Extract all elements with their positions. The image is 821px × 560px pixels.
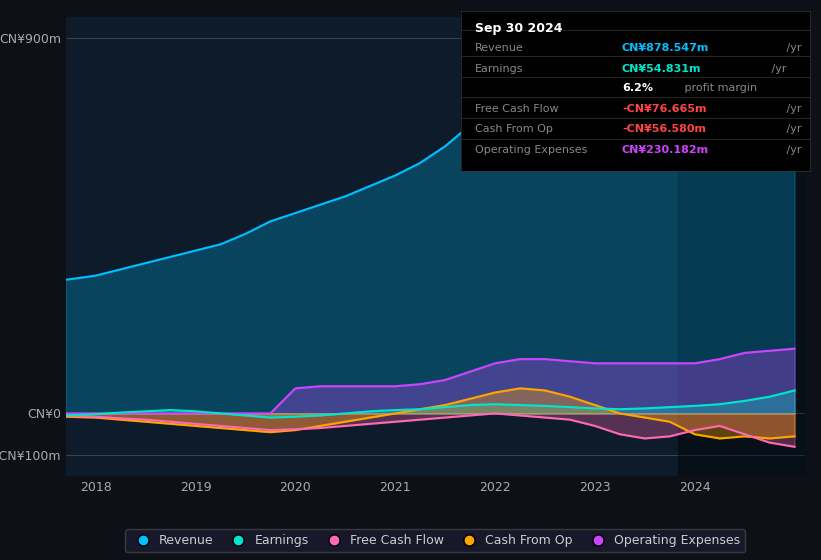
Text: -CN¥76.665m: -CN¥76.665m bbox=[622, 104, 706, 114]
Text: Earnings: Earnings bbox=[475, 64, 524, 74]
Text: 6.2%: 6.2% bbox=[622, 83, 653, 93]
Text: /yr: /yr bbox=[783, 124, 801, 134]
Text: Revenue: Revenue bbox=[475, 43, 524, 53]
Text: CN¥878.547m: CN¥878.547m bbox=[622, 43, 709, 53]
Text: Free Cash Flow: Free Cash Flow bbox=[475, 104, 559, 114]
Text: profit margin: profit margin bbox=[681, 83, 757, 93]
Text: Sep 30 2024: Sep 30 2024 bbox=[475, 22, 563, 35]
Text: /yr: /yr bbox=[783, 104, 801, 114]
Text: Cash From Op: Cash From Op bbox=[475, 124, 553, 134]
Text: /yr: /yr bbox=[768, 64, 787, 74]
Text: CN¥54.831m: CN¥54.831m bbox=[622, 64, 701, 74]
Bar bbox=[678, 17, 805, 476]
Text: /yr: /yr bbox=[783, 145, 801, 155]
Legend: Revenue, Earnings, Free Cash Flow, Cash From Op, Operating Expenses: Revenue, Earnings, Free Cash Flow, Cash … bbox=[125, 529, 745, 552]
Text: -CN¥56.580m: -CN¥56.580m bbox=[622, 124, 706, 134]
Text: /yr: /yr bbox=[783, 43, 801, 53]
Text: Operating Expenses: Operating Expenses bbox=[475, 145, 588, 155]
Text: CN¥230.182m: CN¥230.182m bbox=[622, 145, 709, 155]
